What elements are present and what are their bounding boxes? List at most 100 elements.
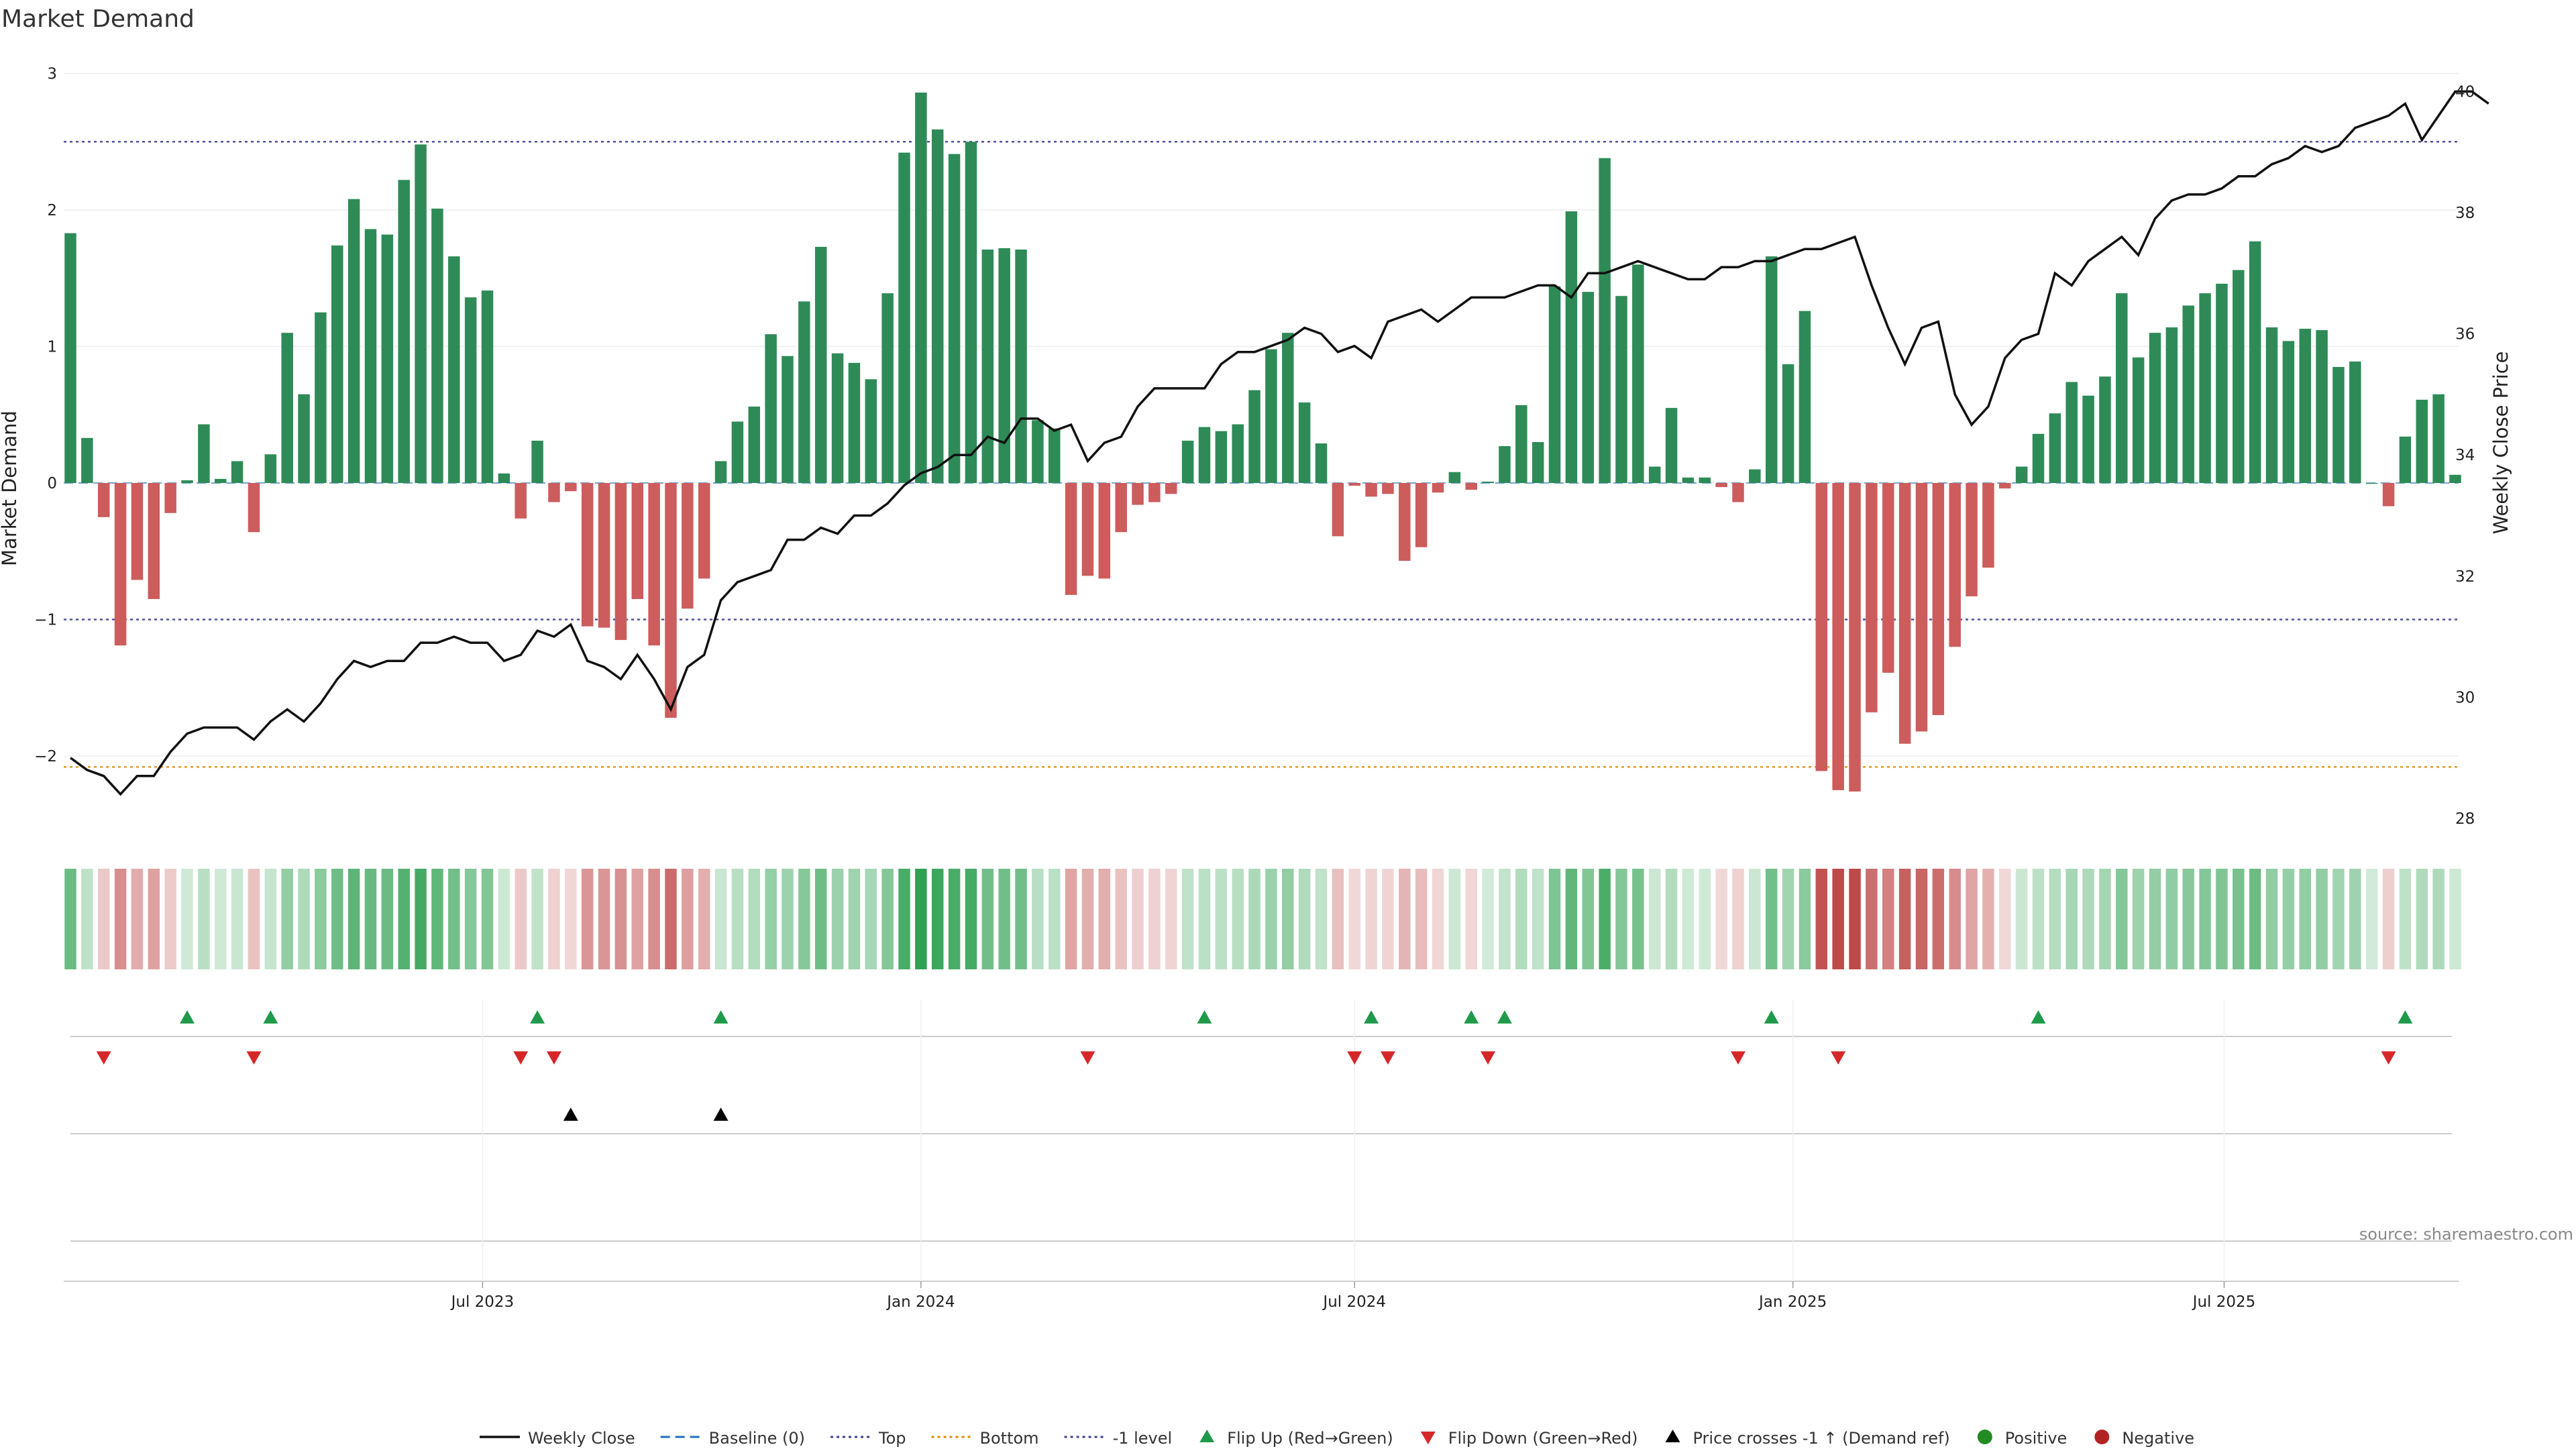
heat-cell <box>765 869 777 969</box>
heat-cell <box>1599 869 1611 969</box>
legend-item: Flip Down (Green→Red) <box>1420 1429 1638 1448</box>
heat-cell <box>515 869 527 969</box>
heat-cell <box>2082 869 2094 969</box>
demand-bar <box>731 421 744 483</box>
heat-cell <box>347 869 360 969</box>
demand-bar <box>682 483 694 609</box>
demand-bar <box>1949 483 1961 647</box>
legend-label: -1 level <box>1113 1429 1173 1448</box>
right-axis-ticks: 28 30 32 34 36 38 40 <box>2455 83 2475 828</box>
demand-bar <box>648 483 660 646</box>
right-tick-label: 32 <box>2455 568 2475 586</box>
heat-cell <box>1298 869 1311 969</box>
demand-bar <box>1382 483 1394 494</box>
heat-cell <box>898 869 910 969</box>
heat-cell <box>131 869 144 969</box>
demand-bar <box>1032 420 1044 483</box>
demand-bar <box>1465 483 1477 490</box>
demand-bar <box>2116 293 2128 483</box>
legend-symbol <box>1199 1430 1215 1442</box>
demand-bar <box>1582 292 1595 483</box>
demand-bar <box>981 250 994 483</box>
heat-cell <box>614 869 627 969</box>
heat-cell <box>1115 869 1127 969</box>
legend-item: Price crosses -1 ↑ (Demand ref) <box>1665 1429 1950 1448</box>
flip-up-marker <box>1764 1010 1779 1024</box>
heat-cell <box>881 869 894 969</box>
demand-bar <box>2265 327 2278 483</box>
legend-symbol <box>1420 1432 1436 1444</box>
heat-cell <box>1849 869 1861 969</box>
heat-cell <box>431 869 443 969</box>
demand-bar <box>1298 402 1311 483</box>
heat-cell <box>1499 869 1511 969</box>
heat-strip <box>64 869 2461 969</box>
demand-bar <box>1448 472 1461 483</box>
heat-cell <box>1866 869 1878 969</box>
heat-cell <box>448 869 460 969</box>
heat-cell <box>1315 869 1328 969</box>
demand-bar <box>2015 466 2028 483</box>
demand-bar <box>782 356 794 483</box>
demand-bar <box>2449 474 2461 483</box>
demand-bar <box>2149 333 2161 483</box>
demand-bar <box>2416 399 2428 483</box>
left-tick-label: 2 <box>47 202 57 219</box>
heat-cell <box>331 869 343 969</box>
heat-cell <box>2382 869 2395 969</box>
weekly-close-line <box>69 90 2489 796</box>
flip-down-marker <box>546 1051 561 1065</box>
heat-cell <box>548 869 560 969</box>
demand-bar <box>2216 283 2228 483</box>
heat-cell <box>598 869 610 969</box>
demand-bar <box>748 407 761 483</box>
heat-cell <box>981 869 994 969</box>
demand-bar <box>765 334 777 483</box>
demand-bar <box>1682 477 1695 483</box>
right-tick-label: 36 <box>2455 326 2475 343</box>
left-axis-label: Market Demand <box>0 411 21 566</box>
heat-cell <box>64 869 76 969</box>
demand-bar <box>2332 367 2345 483</box>
legend-item: Negative <box>2094 1429 2194 1448</box>
heat-cell <box>164 869 176 969</box>
flip-down-marker <box>246 1051 262 1065</box>
heat-cell <box>1749 869 1761 969</box>
chart-title: Market Demand <box>1 5 195 33</box>
demand-bar <box>1915 483 1928 732</box>
demand-bar <box>831 353 844 483</box>
demand-bar <box>2316 330 2328 483</box>
heat-cell <box>1799 869 1811 969</box>
heat-cell <box>1732 869 1744 969</box>
heat-cell <box>248 869 260 969</box>
demand-bar <box>1432 483 1444 493</box>
demand-bar <box>1982 483 1994 568</box>
heat-cell <box>814 869 827 969</box>
demand-bar <box>315 312 327 483</box>
demand-bar <box>2199 293 2211 483</box>
demand-bar <box>1198 427 1211 483</box>
heat-cell <box>1415 869 1428 969</box>
heat-cell <box>1332 869 1344 969</box>
flip-down-marker <box>1080 1051 1095 1065</box>
demand-bar <box>1348 483 1360 486</box>
flip-up-marker <box>713 1010 729 1024</box>
heat-cell <box>2265 869 2278 969</box>
demand-bar <box>1115 483 1127 533</box>
heat-cell <box>915 869 927 969</box>
heat-cell <box>2399 869 2412 969</box>
flip-up-marker <box>1497 1010 1512 1024</box>
heat-cell <box>1782 869 1794 969</box>
demand-bar <box>865 379 877 483</box>
demand-bar <box>431 208 443 483</box>
demand-bar <box>1482 481 1494 483</box>
flip-down-marker <box>1731 1051 1746 1065</box>
legend-item: Bottom <box>931 1429 1039 1448</box>
heat-cell <box>731 869 744 969</box>
heat-cell <box>2032 869 2045 969</box>
demand-bar <box>198 424 210 483</box>
demand-bar <box>1832 483 1844 790</box>
flip-up-marker <box>2031 1010 2046 1024</box>
demand-bar <box>97 483 110 517</box>
heat-cell <box>2233 869 2245 969</box>
